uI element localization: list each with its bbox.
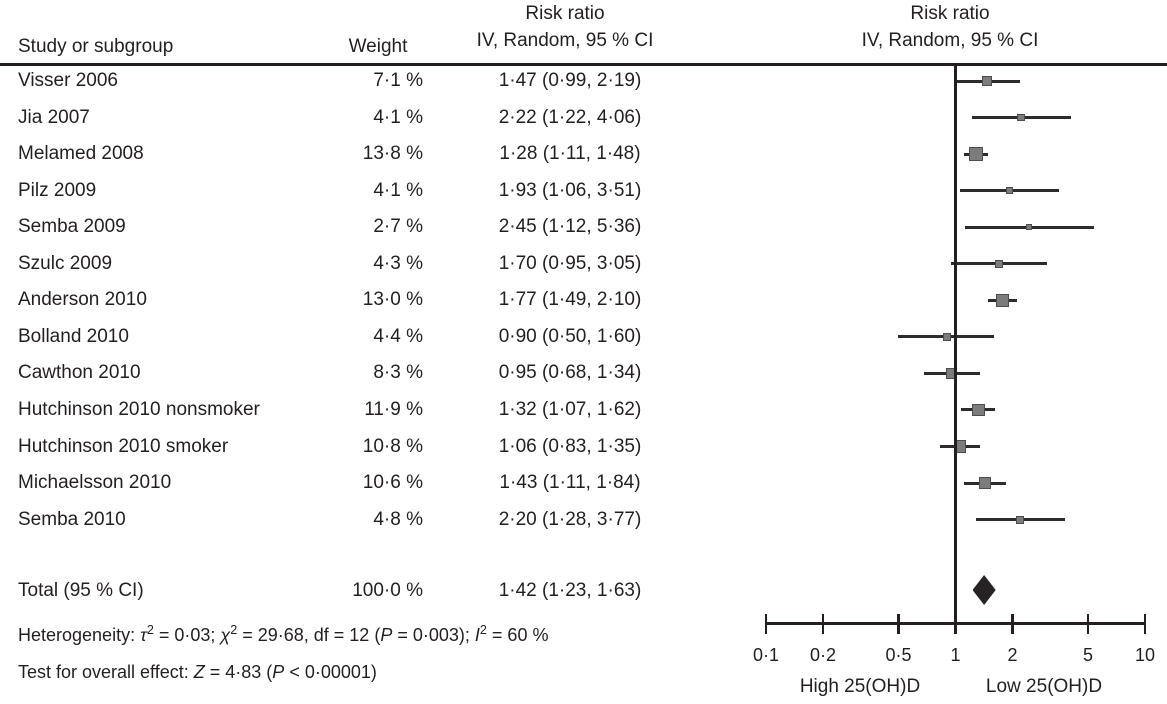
total-weight: 100·0 %: [352, 580, 423, 601]
heterogeneity-text: Heterogeneity: τ2 = 0·03; χ2 = 29·68, df…: [18, 623, 549, 645]
study-weight: 13·8 %: [362, 143, 423, 165]
x-axis-tick: [897, 614, 900, 634]
study-rr-ci: 2·20 (1·28, 3·77): [498, 508, 642, 530]
effect-square: [982, 76, 993, 86]
effect-square: [995, 259, 1003, 268]
x-axis-tick-label: 2: [1007, 645, 1018, 665]
effect-square: [942, 332, 951, 341]
effect-square: [971, 403, 985, 417]
study-rr-ci: 1·43 (1·11, 1·84): [499, 472, 641, 494]
study-name: Semba 2009: [18, 216, 126, 238]
effect-square: [1016, 515, 1025, 524]
study-weight: 11·9 %: [364, 398, 423, 420]
x-axis-tick: [1011, 614, 1014, 634]
study-name: Hutchinson 2010 smoker: [18, 435, 229, 457]
study-rr-ci: 1·06 (0·83, 1·35): [498, 435, 642, 457]
plot-header-line2: IV, Random, 95 % CI: [861, 30, 1039, 51]
study-rr-ci: 0·95 (0·68, 1·34): [498, 362, 642, 384]
x-axis-tick-label: 5: [1082, 645, 1093, 665]
study-name: Anderson 2010: [18, 289, 147, 311]
study-weight: 4·8 %: [373, 508, 423, 530]
effect-square: [1017, 113, 1025, 122]
study-rr-ci: 2·22 (1·22, 4·06): [498, 106, 642, 128]
x-axis-tick-label: 0·2: [810, 645, 837, 665]
study-weight: 8·3 %: [373, 362, 423, 384]
study-name: Szulc 2009: [18, 252, 113, 274]
study-weight: 2·7 %: [373, 216, 423, 238]
study-weight: 13·0 %: [362, 289, 423, 311]
study-name: Bolland 2010: [18, 325, 129, 347]
overall-effect-text: Test for overall effect: Z = 4·83 (P < 0…: [18, 662, 377, 682]
total-label: Total (95 % CI): [18, 580, 144, 601]
study-weight: 4·4 %: [373, 325, 423, 347]
effect-square: [995, 293, 1010, 307]
study-rr-ci: 1·93 (1·06, 3·51): [498, 179, 642, 201]
x-axis-tick-label: 1: [950, 645, 961, 665]
study-name: Visser 2006: [18, 70, 118, 91]
study-weight: 4·3 %: [373, 252, 423, 274]
plot-header-line1: Risk ratio: [910, 3, 990, 24]
study-rr-ci: 1·77 (1·49, 2·10): [498, 289, 642, 311]
effect-column-header-line2: IV, Random, 95 % CI: [476, 30, 654, 51]
x-axis-tick: [954, 614, 957, 634]
study-column-header: Study or subgroup: [18, 36, 174, 57]
study-name: Jia 2007: [18, 106, 90, 128]
x-axis-left-label: High 25(OH)D: [799, 676, 921, 697]
study-weight: 7·1 %: [373, 70, 423, 91]
x-axis-tick: [1086, 614, 1090, 634]
x-axis-tick-label: 10: [1134, 645, 1156, 665]
x-axis-tick: [1143, 614, 1147, 634]
study-name: Semba 2010: [18, 508, 126, 530]
study-rr-ci: 1·70 (0·95, 3·05): [498, 252, 642, 274]
x-axis-tick: [764, 614, 768, 634]
study-name: Pilz 2009: [18, 179, 97, 201]
study-rr-ci: 1·32 (1·07, 1·62): [498, 398, 642, 420]
study-rr-ci: 1·28 (1·11, 1·48): [499, 143, 641, 165]
x-axis-tick-label: 0·1: [752, 645, 779, 665]
effect-square: [1005, 186, 1014, 195]
total-rr-ci: 1·42 (1·23, 1·63): [498, 580, 642, 601]
study-rr-ci: 1·47 (0·99, 2·19): [498, 70, 642, 91]
header-separator-line: [0, 63, 1167, 66]
study-weight: 10·6 %: [362, 472, 423, 494]
total-diamond: [972, 575, 996, 605]
effect-square: [978, 477, 991, 490]
study-weight: 4·1 %: [373, 106, 423, 128]
study-name: Hutchinson 2010 nonsmoker: [18, 398, 260, 420]
x-axis-right-label: Low 25(OH)D: [985, 676, 1103, 697]
study-rr-ci: 2·45 (1·12, 5·36): [498, 216, 642, 238]
study-name: Cawthon 2010: [18, 362, 141, 384]
study-name: Melamed 2008: [18, 143, 144, 165]
effect-column-header-line1: Risk ratio: [525, 3, 605, 24]
study-weight: 4·1 %: [373, 179, 423, 201]
effect-square: [968, 147, 983, 161]
no-effect-line: [954, 66, 957, 634]
x-axis-tick-label: 0·5: [885, 645, 912, 665]
study-name: Michaelsson 2010: [18, 472, 172, 494]
x-axis-tick: [821, 614, 825, 634]
weight-column-header: Weight: [348, 36, 408, 57]
effect-square: [1026, 224, 1033, 231]
study-weight: 10·8 %: [362, 435, 423, 457]
study-rr-ci: 0·90 (0·50, 1·60): [498, 325, 642, 347]
